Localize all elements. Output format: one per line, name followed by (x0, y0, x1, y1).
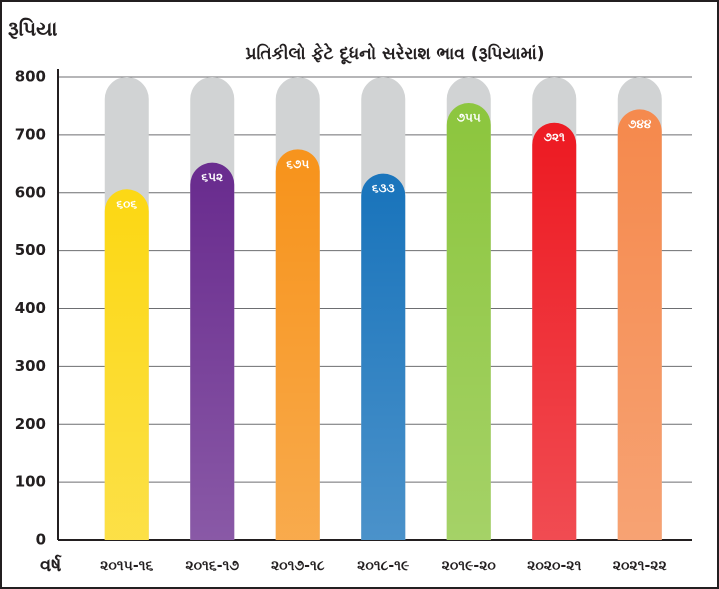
data-label: ૬૭૫ (286, 157, 309, 171)
x-tick-label: ૨૦૧૮-૧૯ (357, 558, 410, 574)
y-tick-label: 700 (15, 125, 46, 143)
bar-shine (617, 131, 662, 540)
bar-shine (275, 171, 320, 540)
data-label: ૬૦૬ (116, 197, 137, 211)
x-tick-label: ૨૦૧૫-૧૬ (100, 558, 153, 574)
x-tick-label: ૨૦૨૦-૨૧ (527, 558, 581, 574)
y-tick-label: 300 (15, 357, 46, 375)
y-tick-label: 500 (15, 241, 46, 259)
y-tick-label: 600 (15, 183, 46, 201)
data-label: ૭૪૪ (628, 117, 652, 131)
data-label: ૭૨૧ (544, 130, 565, 144)
data-label: ૬૩૩ (372, 181, 395, 195)
x-tick-label: ૨૦૧૭-૧૮ (271, 558, 325, 574)
bar-shine (361, 195, 406, 540)
x-tick-label: ૨૦૧૬-૧૭ (185, 558, 239, 574)
y-tick-label: 800 (15, 68, 46, 86)
y-axis-label: રૂપિયા (8, 17, 58, 41)
bar-shine (446, 125, 491, 540)
y-tick-label: 0 (36, 531, 46, 549)
x-tick-label: ૨૦૧૯-૨૦ (442, 558, 497, 574)
bar-shine (104, 211, 149, 540)
y-tick-label: 400 (15, 299, 46, 317)
bars: ૨૦૧૫-૧૬ ૬૦૬ ૨૦૧૬-૧૭ ૬૫૨ ૨૦૧૭-૧૮ ૬૭૫ ૨૦૧૮-૧૯ ૬૩૩… (100, 77, 668, 574)
bar-shine (532, 144, 577, 540)
chart-title: પ્રતિકીલો ફેટે દૂધનો સરેરાશ ભાવ (રૂપિયામ… (245, 42, 544, 65)
data-label: ૭૫૫ (457, 111, 481, 125)
y-tick-label: 100 (15, 473, 46, 491)
y-tick-label: 200 (15, 415, 46, 433)
bar-shine (190, 184, 235, 540)
x-tick-label: ૨૦૨૧-૨૨ (613, 558, 668, 574)
data-label: ૬૫૨ (201, 170, 223, 184)
x-axis-label: વર્ષ (40, 554, 62, 576)
